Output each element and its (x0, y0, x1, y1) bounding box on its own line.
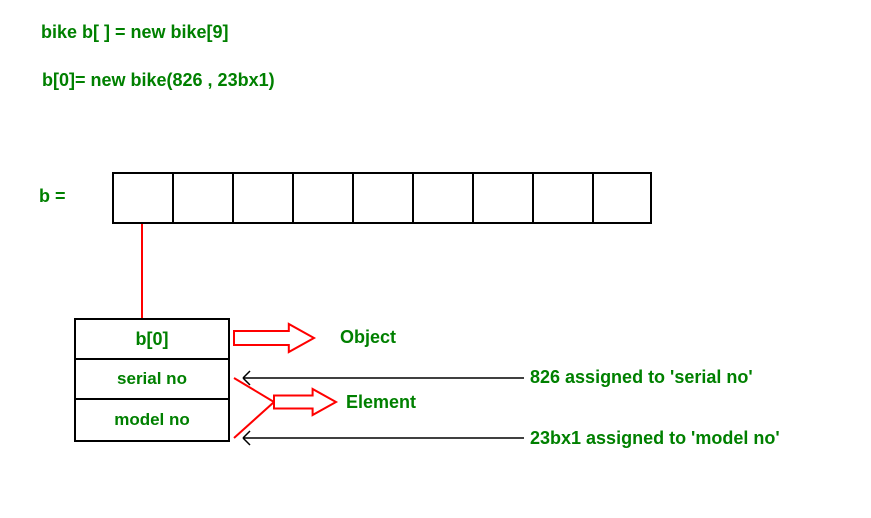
object-label: Object (340, 327, 396, 348)
code-line-1: bike b[ ] = new bike[9] (41, 22, 229, 43)
array-cell (292, 172, 352, 224)
array-cell (112, 172, 172, 224)
array-cells (112, 172, 652, 224)
array-cell (232, 172, 292, 224)
element-label: Element (346, 392, 416, 413)
array-cell (532, 172, 592, 224)
assign-serial-label: 826 assigned to 'serial no' (530, 367, 753, 388)
object-row: b[0] (76, 320, 228, 360)
array-cell (592, 172, 652, 224)
code-line-2: b[0]= new bike(826 , 23bx1) (42, 70, 275, 91)
object-table: b[0]serial nomodel no (74, 318, 230, 442)
object-row: serial no (76, 360, 228, 400)
array-cell (172, 172, 232, 224)
array-variable-label: b = (39, 186, 66, 207)
array-cell (412, 172, 472, 224)
assign-model-label: 23bx1 assigned to 'model no' (530, 428, 780, 449)
object-row: model no (76, 400, 228, 440)
array-cell (472, 172, 532, 224)
array-cell (352, 172, 412, 224)
